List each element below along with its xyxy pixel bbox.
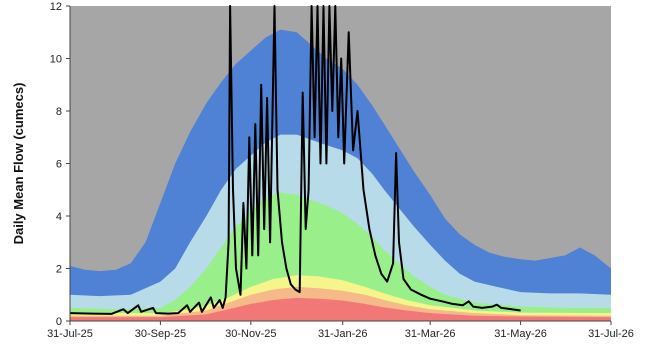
x-tick-label: 31-May-26	[494, 328, 547, 340]
x-tick-label: 31-Jul-26	[588, 328, 634, 340]
y-axis-label: Daily Mean Flow (cumecs)	[11, 83, 26, 245]
series-line-6	[69, 5, 521, 315]
y-tick-label: 6	[56, 159, 62, 171]
y-tick-label: 4	[56, 211, 62, 223]
x-tick-label: 31-Jul-25	[47, 328, 93, 340]
y-tick-label: 8	[56, 106, 62, 118]
x-tick-label: 30-Nov-25	[225, 328, 276, 340]
series-area-2	[70, 192, 611, 321]
series-area-5	[70, 297, 611, 321]
x-tick-label: 31-Mar-26	[405, 328, 456, 340]
y-tick-label: 0	[56, 316, 62, 328]
flow-lines	[69, 5, 521, 315]
x-tick-label: 30-Sep-25	[135, 328, 186, 340]
flow-bands	[70, 29, 611, 321]
x-tick-label: 31-Jan-26	[318, 328, 368, 340]
y-tick-label: 12	[50, 1, 62, 13]
y-tick-label: 2	[56, 264, 62, 276]
y-tick-label: 10	[50, 54, 62, 66]
axes: 0 2 4 6 8 10 12 31-Jul-25 30-Sep-25 30-Nov-25 31-J…	[47, 1, 634, 340]
